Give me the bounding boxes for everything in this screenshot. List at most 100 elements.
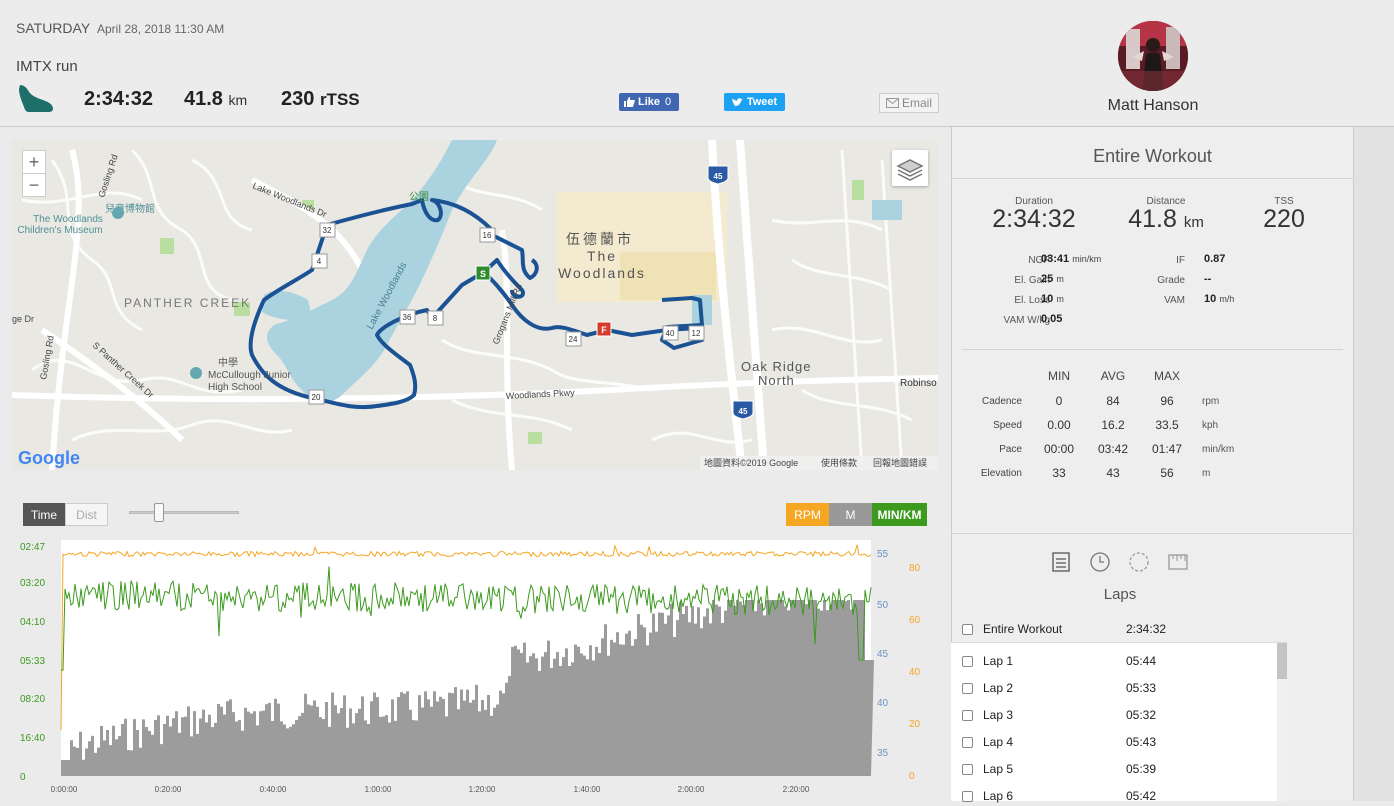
lap-row[interactable]: Lap 3 05:32 (962, 705, 1272, 725)
km-marker: 16 (483, 231, 492, 240)
y-right-elev-tick-label: 40 (877, 698, 889, 709)
lap-row[interactable]: Lap 6 05:42 (962, 786, 1272, 806)
lap-row[interactable]: Lap 4 05:43 (962, 732, 1272, 752)
i45-bottom-label: 45 (739, 407, 748, 416)
y-left-tick-label: 02:47 (20, 542, 45, 553)
highway-shield: 45 (732, 400, 754, 420)
lap-name: Lap 2 (983, 681, 1014, 695)
summary-title: Entire Workout (1093, 146, 1212, 166)
finish-marker-icon[interactable] (596, 321, 612, 337)
user-name[interactable]: Matt Hanson (1107, 97, 1199, 114)
lap-row[interactable]: Lap 5 05:39 (962, 759, 1272, 779)
lap-checkbox[interactable] (962, 655, 973, 667)
lap-list-scrollbar[interactable] (1277, 643, 1287, 801)
tweet-label: Tweet (746, 96, 778, 108)
lap-row[interactable]: Lap 1 05:44 (962, 651, 1272, 671)
el-loss-unit: m (1056, 294, 1064, 304)
map-label-edge: ge Dr (12, 314, 34, 324)
workout-chart[interactable]: 02:47 03:20 04:10 05:33 08:20 16:40 0 55 50 45 40… (0, 490, 950, 801)
email-label: Email (901, 96, 932, 110)
table-cell: 33 (1052, 466, 1066, 480)
ruler-icon[interactable] (1167, 551, 1189, 573)
lap-checkbox[interactable] (962, 763, 973, 775)
el-gain-unit: m (1056, 274, 1064, 284)
route-map[interactable]: 45 45 兒童博物館 The Woodlands Children's Mus… (12, 140, 938, 470)
rpm-series-toggle[interactable]: RPM (786, 503, 829, 526)
km-marker: 32 (323, 226, 332, 235)
x-tick-label: 2:00:00 (678, 785, 705, 794)
workout-header: SATURDAY April 28, 2018 11:30 AM IMTX ru… (0, 0, 1394, 127)
elevation-series-toggle[interactable]: M (829, 503, 872, 526)
distance-number: 41.8 (1128, 205, 1177, 233)
smoothing-slider-track[interactable] (129, 511, 239, 514)
lap-checkbox[interactable] (962, 709, 973, 721)
table-cell: 84 (1106, 394, 1120, 408)
table-unit: m (1202, 468, 1211, 479)
time-toggle-button[interactable]: Time (23, 503, 65, 526)
vam-value: 10 (1204, 293, 1217, 305)
zoom-in-button[interactable]: + (22, 150, 46, 174)
layers-icon (896, 159, 924, 181)
metric-value: 03:41 min/km (1041, 253, 1101, 265)
lap-checkbox[interactable] (962, 682, 973, 694)
lap-checkbox[interactable] (962, 790, 973, 802)
thumbs-up-icon (624, 97, 635, 107)
el-loss-value: 10 (1041, 293, 1054, 305)
x-tick-label: 1:20:00 (469, 785, 496, 794)
map-label-city-zh: 伍德蘭市 (566, 231, 634, 247)
start-marker-icon[interactable] (475, 265, 491, 281)
lap-name: Lap 4 (983, 735, 1014, 749)
running-shoe-icon (19, 85, 53, 112)
table-cell: 0.00 (1047, 418, 1071, 432)
lap-time: 2:34:32 (1126, 622, 1167, 636)
ngp-unit: min/km (1072, 254, 1102, 264)
km-marker: 40 (666, 329, 675, 338)
dashed-circle-icon[interactable] (1128, 551, 1150, 573)
metric-label: El. Gain (1014, 275, 1050, 286)
map-label-oak1: Oak Ridge (741, 359, 811, 374)
map-label-pkwy: Woodlands Pkwy (506, 387, 576, 401)
map-report-link[interactable]: 回報地圖錯誤 (873, 457, 927, 468)
metric-value: 10 m/h (1204, 293, 1234, 305)
pace-series-toggle[interactable]: MIN/KM (872, 503, 927, 526)
lap-row-entire[interactable]: Entire Workout 2:34:32 (962, 619, 1272, 639)
lap-time: 05:42 (1126, 789, 1157, 803)
header-tss: 230 rTSS (281, 88, 360, 111)
lap-checkbox[interactable] (962, 623, 973, 635)
table-header-max: MAX (1153, 369, 1180, 383)
y-right-rpm-tick-label: 80 (909, 563, 921, 574)
email-button[interactable]: Email (879, 93, 939, 113)
school-pin-icon (190, 367, 202, 379)
table-cell: 0 (1055, 394, 1063, 408)
table-row-label: Cadence (981, 396, 1022, 407)
y-right-rpm-tick-label: 60 (909, 615, 921, 626)
map-layers-button[interactable] (892, 150, 928, 186)
lap-name: Entire Workout (983, 622, 1063, 636)
clock-icon[interactable] (1089, 551, 1111, 573)
map-canvas[interactable]: 45 45 兒童博物館 The Woodlands Children's Mus… (12, 140, 938, 470)
facebook-like-button[interactable]: Like 0 (619, 93, 679, 111)
museum-pin-icon (112, 207, 124, 219)
map-label-city1: The (587, 248, 617, 264)
lap-name: Lap 6 (983, 789, 1014, 803)
smoothing-slider-handle[interactable] (154, 503, 164, 522)
map-terms-link[interactable]: 使用條款 (821, 457, 857, 468)
x-tick-label: 0:20:00 (155, 785, 182, 794)
avatar[interactable] (1118, 21, 1188, 91)
vam-unit: m/h (1219, 294, 1235, 304)
vam-wkg-value: 0.05 (1041, 313, 1063, 325)
laps-list-icon[interactable] (1050, 551, 1072, 573)
workout-title: IMTX run (16, 58, 78, 75)
lap-row[interactable]: Lap 2 05:33 (962, 678, 1272, 698)
lap-checkbox[interactable] (962, 736, 973, 748)
route-path (248, 198, 704, 410)
y-right-elev-tick-label: 50 (877, 600, 889, 611)
tweet-button[interactable]: Tweet (724, 93, 785, 111)
dist-toggle-button[interactable]: Dist (65, 503, 108, 526)
tss-label: TSS (1274, 196, 1294, 207)
lap-list-scroll-thumb[interactable] (1277, 643, 1287, 679)
zoom-out-button[interactable]: − (22, 173, 46, 197)
lap-list[interactable] (951, 642, 1287, 801)
lap-time: 05:43 (1126, 735, 1157, 749)
metric-label: IF (1176, 255, 1185, 266)
